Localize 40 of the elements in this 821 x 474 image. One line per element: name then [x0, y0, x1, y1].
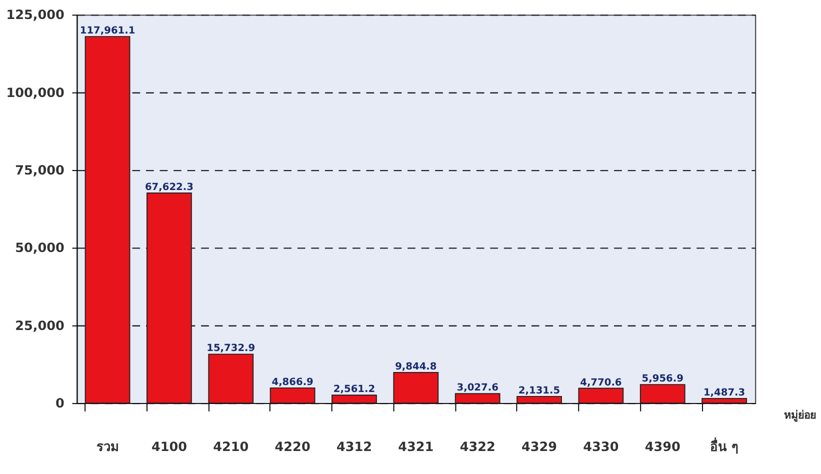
- y-tick-label: 0: [56, 396, 65, 412]
- data-label: 15,732.9: [206, 343, 256, 354]
- x-tick-label: อื่น ๆ: [710, 436, 739, 455]
- x-tick-label: 4321: [398, 440, 434, 455]
- bar: [393, 372, 439, 404]
- data-label: 4,866.9: [272, 376, 314, 388]
- data-label: 67,622.3: [144, 182, 194, 194]
- y-tick-label: 125,000: [6, 8, 65, 24]
- y-tick-label: 50,000: [15, 241, 65, 256]
- y-tick-label: 100,000: [6, 86, 65, 101]
- x-tick-label: 4390: [644, 440, 680, 455]
- x-tick-label: 4100: [151, 440, 188, 455]
- bar: [208, 354, 254, 404]
- bar: [516, 396, 562, 404]
- bar: [454, 393, 500, 404]
- data-label: 1,487.3: [703, 387, 746, 398]
- x-tick-label: 4330: [583, 440, 619, 455]
- y-tick-label: 25,000: [15, 318, 65, 334]
- data-label: 2,561.2: [333, 384, 376, 396]
- data-label: 5,956.9: [642, 374, 684, 385]
- x-axis-title: หมู่ย่อย: [784, 408, 816, 422]
- bar: [640, 384, 686, 404]
- x-tick-label: 4322: [460, 440, 496, 455]
- x-tick-label: 4210: [213, 440, 249, 455]
- bar: [270, 387, 316, 404]
- data-label: 2,131.5: [518, 385, 560, 396]
- bar: [332, 394, 377, 404]
- bar: [702, 398, 747, 404]
- data-label: 4,770.6: [580, 377, 622, 388]
- bar: [84, 36, 130, 404]
- x-tick-label: 4312: [336, 440, 372, 455]
- x-tick-label: 4329: [521, 440, 558, 455]
- data-label: 117,961.1: [80, 26, 136, 37]
- data-label: 3,027.6: [456, 382, 499, 394]
- bar: [578, 388, 624, 404]
- x-tick-label: 4220: [274, 440, 310, 455]
- x-tick-label: รวม: [96, 440, 119, 455]
- data-label: 9,844.8: [395, 362, 437, 373]
- y-tick-label: 75,000: [15, 163, 65, 178]
- bar: [146, 192, 192, 404]
